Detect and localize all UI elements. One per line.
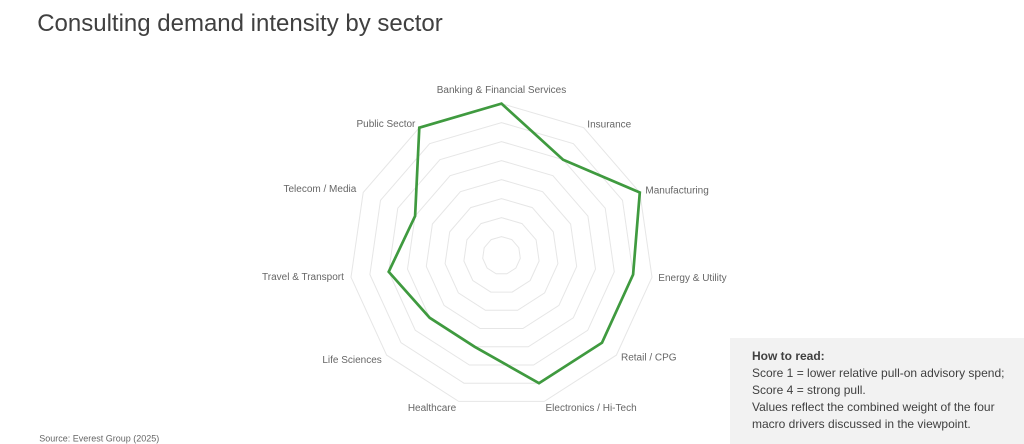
svg-text:Energy & Utility: Energy & Utility xyxy=(658,273,726,284)
svg-text:Telecom / Media: Telecom / Media xyxy=(283,184,356,195)
svg-text:Retail / CPG: Retail / CPG xyxy=(621,353,677,364)
svg-text:Healthcare: Healthcare xyxy=(408,403,457,414)
svg-text:Consulting demand intensity by: Consulting demand intensity by sector xyxy=(37,10,443,37)
svg-text:Source: Everest Group (2025): Source: Everest Group (2025) xyxy=(39,433,159,443)
svg-text:Public Sector: Public Sector xyxy=(356,119,416,130)
svg-text:Banking & Financial Services: Banking & Financial Services xyxy=(437,85,567,96)
svg-text:Electronics / Hi-Tech: Electronics / Hi-Tech xyxy=(546,403,637,414)
svg-text:Travel & Transport: Travel & Transport xyxy=(262,272,344,283)
svg-text:Manufacturing: Manufacturing xyxy=(645,185,708,196)
svg-text:Life Sciences: Life Sciences xyxy=(322,355,381,366)
svg-text:Insurance: Insurance xyxy=(587,119,631,130)
